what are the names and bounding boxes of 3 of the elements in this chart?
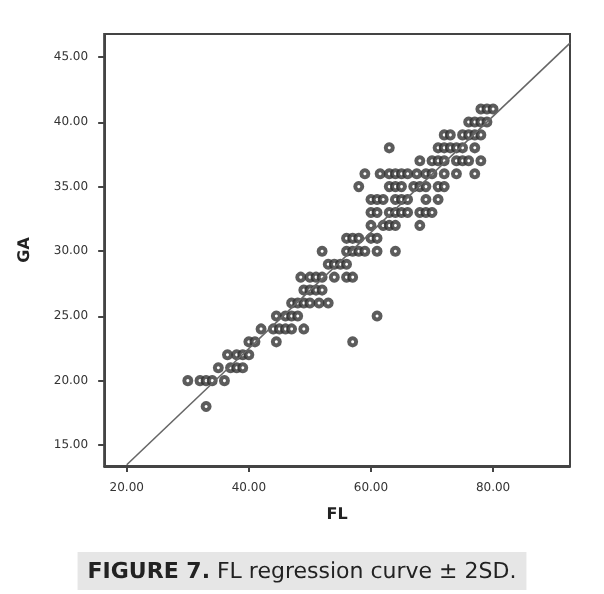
caption: FIGURE 7. FL regression curve ± 2SD.: [87, 558, 517, 584]
x-axis-title: FL: [326, 505, 348, 523]
y-axis-title: GA: [15, 235, 33, 263]
